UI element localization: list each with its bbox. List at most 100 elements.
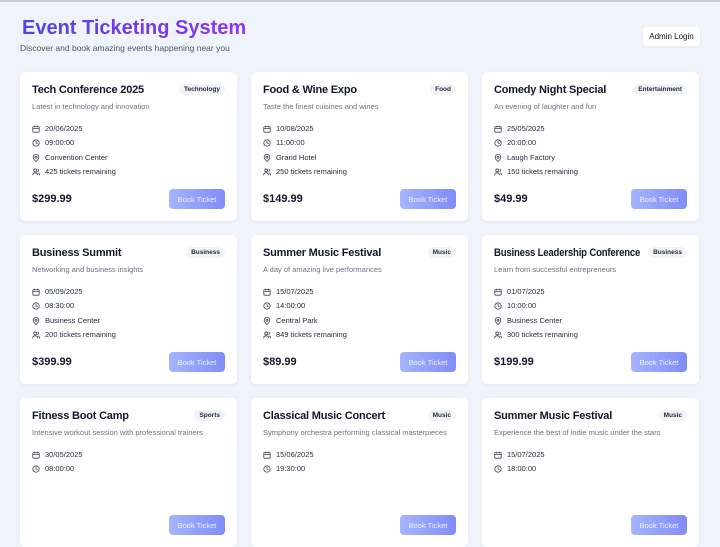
event-description: Learn from successful entrepreneurs (494, 265, 617, 274)
event-title: Comedy Night Special (494, 84, 607, 96)
date-text: 20/06/2025 (45, 124, 83, 133)
book-ticket-button[interactable]: Book Ticket (631, 515, 687, 535)
book-ticket-button[interactable]: Book Ticket (400, 352, 456, 372)
event-time: 09:00:00 (32, 138, 74, 147)
event-time: 10:00:00 (494, 301, 536, 310)
clock-icon (494, 301, 502, 310)
location-text: Convention Center (45, 153, 108, 162)
location-text: Business Center (507, 316, 563, 325)
event-location: Central Park (263, 316, 318, 325)
event-description: Networking and business insights (32, 265, 144, 274)
event-date: 25/05/2025 (494, 124, 545, 133)
calendar-icon (263, 451, 271, 459)
event-title: Summer Music Festival (263, 247, 382, 259)
book-ticket-button[interactable]: Book Ticket (631, 352, 687, 372)
event-description: Intensive workout session with professio… (32, 428, 203, 437)
map-pin-icon (263, 153, 271, 162)
event-card: Comedy Night Special Entertainment An ev… (482, 72, 699, 221)
event-location: Laugh Factory (494, 153, 555, 162)
admin-login-button[interactable]: Admin Login (643, 27, 700, 46)
map-pin-icon (32, 153, 40, 162)
event-price: $49.99 (494, 193, 528, 205)
window-top-border (0, 0, 720, 2)
date-text: 30/05/2025 (45, 450, 83, 459)
calendar-icon (494, 125, 502, 133)
book-ticket-button[interactable]: Book Ticket (169, 515, 225, 535)
location-text: Central Park (276, 316, 318, 325)
calendar-icon (32, 451, 40, 459)
event-time: 18:00:00 (494, 464, 536, 473)
event-time: 19:30:00 (263, 464, 305, 473)
category-badge: Technology (179, 84, 225, 95)
date-text: 01/07/2025 (507, 287, 545, 296)
event-date: 15/06/2025 (263, 450, 314, 459)
event-title: Business Summit (32, 247, 122, 259)
tickets-text: 425 tickets remaining (45, 167, 116, 176)
book-ticket-button[interactable]: Book Ticket (631, 189, 687, 209)
event-card: Summer Music Festival Music A day of ama… (251, 235, 468, 384)
event-description: Taste the finest cuisines and wines (263, 102, 379, 111)
time-text: 08:30:00 (45, 301, 75, 310)
users-icon (32, 168, 40, 175)
clock-icon (494, 464, 502, 473)
event-description: An evening of laughter and fun (494, 102, 597, 111)
event-description: Symphony orchestra performing classical … (263, 428, 447, 437)
location-text: Laugh Factory (507, 153, 555, 162)
event-time: 08:30:00 (32, 301, 74, 310)
event-card: Classical Music Concert Music Symphony o… (251, 398, 468, 547)
users-icon (494, 168, 502, 175)
event-date: 15/07/2025 (263, 287, 314, 296)
users-icon (494, 331, 502, 338)
event-date: 15/07/2025 (494, 450, 545, 459)
event-tickets: 250 tickets remaining (263, 167, 347, 176)
category-badge: Music (658, 410, 687, 421)
clock-icon (263, 301, 271, 310)
date-text: 10/08/2025 (276, 124, 314, 133)
event-location: Business Center (32, 316, 100, 325)
event-price: $89.99 (263, 356, 297, 368)
book-ticket-button[interactable]: Book Ticket (400, 515, 456, 535)
event-description: Latest in technology and innovation (32, 102, 150, 111)
event-price: $399.99 (32, 356, 72, 368)
event-card: Summer Music Festival Music Experience t… (482, 398, 699, 547)
time-text: 14:00:00 (276, 301, 306, 310)
calendar-icon (494, 451, 502, 459)
event-tickets: 200 tickets remaining (32, 330, 116, 339)
event-date: 30/05/2025 (32, 450, 83, 459)
location-text: Business Center (45, 316, 101, 325)
category-badge: Entertainment (633, 84, 687, 95)
date-text: 15/07/2025 (507, 450, 545, 459)
event-title: Food & Wine Expo (263, 84, 357, 96)
event-card: Tech Conference 2025 Technology Latest i… (20, 72, 237, 221)
calendar-icon (263, 288, 271, 296)
time-text: 10:00:00 (507, 301, 537, 310)
map-pin-icon (494, 153, 502, 162)
book-ticket-button[interactable]: Book Ticket (169, 352, 225, 372)
event-card: Food & Wine Expo Food Taste the finest c… (251, 72, 468, 221)
book-ticket-button[interactable]: Book Ticket (169, 189, 225, 209)
calendar-icon (32, 288, 40, 296)
map-pin-icon (494, 316, 502, 325)
event-tickets: 300 tickets remaining (494, 330, 578, 339)
category-badge: Food (430, 84, 456, 95)
event-location: Convention Center (32, 153, 108, 162)
tickets-text: 849 tickets remaining (276, 330, 347, 339)
clock-icon (32, 464, 40, 473)
event-tickets: 150 tickets remaining (494, 167, 578, 176)
event-date: 01/07/2025 (494, 287, 545, 296)
time-text: 19:30:00 (276, 464, 306, 473)
event-price: $299.99 (32, 193, 72, 205)
event-tickets: 849 tickets remaining (263, 330, 347, 339)
tickets-text: 150 tickets remaining (507, 167, 578, 176)
clock-icon (32, 138, 40, 147)
date-text: 15/06/2025 (276, 450, 314, 459)
calendar-icon (32, 125, 40, 133)
page-subtitle: Discover and book amazing events happeni… (20, 43, 230, 53)
tickets-text: 250 tickets remaining (276, 167, 347, 176)
book-ticket-button[interactable]: Book Ticket (400, 189, 456, 209)
category-badge: Music (427, 247, 456, 258)
clock-icon (32, 301, 40, 310)
event-description: A day of amazing live performances (263, 265, 382, 274)
clock-icon (494, 138, 502, 147)
event-time: 20:00:00 (494, 138, 536, 147)
